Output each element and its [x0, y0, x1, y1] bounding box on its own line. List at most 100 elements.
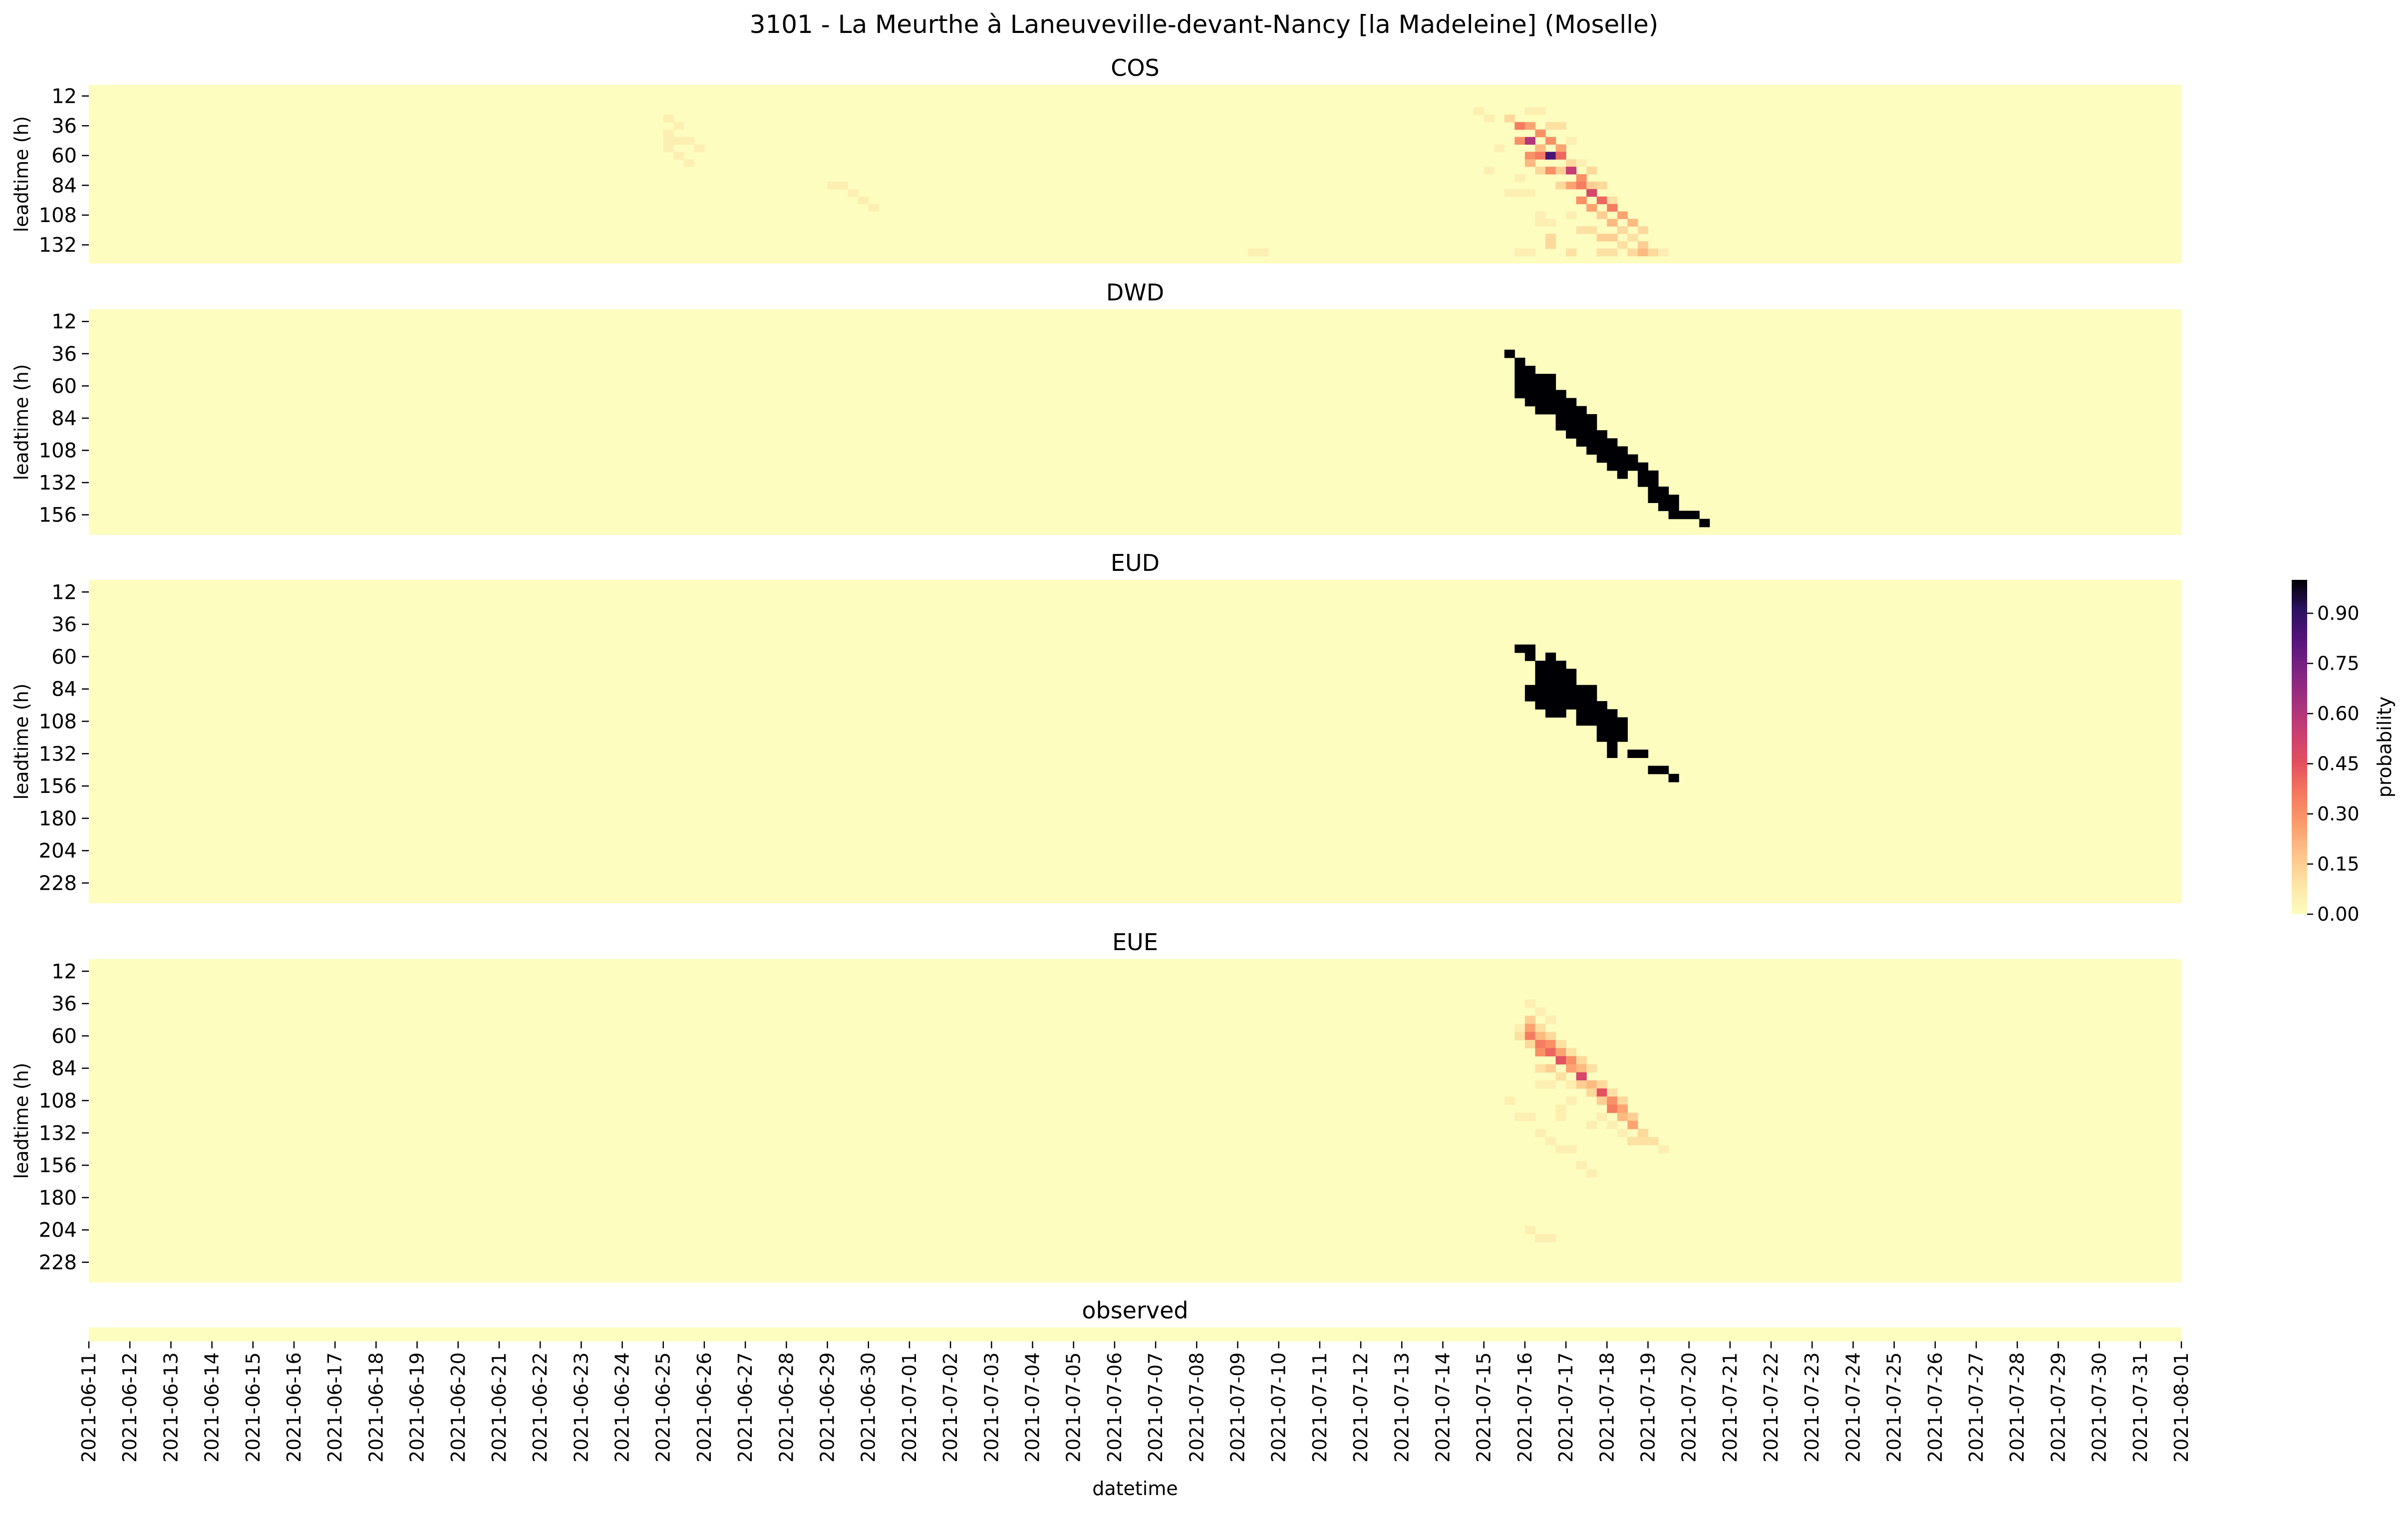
heatmap-cell: [1524, 1015, 1536, 1024]
heatmap-cell: [1514, 174, 1525, 182]
heatmap-cell: [1617, 1112, 1628, 1121]
heatmap-cell: [1555, 1056, 1566, 1065]
heatmap-cell: [1494, 144, 1505, 152]
x-tick-label: 2021-06-24: [611, 1352, 633, 1463]
heatmap-cell: [1607, 1088, 1618, 1097]
heatmap-cell: [1566, 137, 1577, 145]
heatmap-cell: [1535, 1129, 1546, 1137]
y-tick-label: 60: [51, 646, 77, 669]
colorbar-gradient: [2292, 580, 2307, 914]
x-tick-label: 2021-08-01: [2170, 1352, 2192, 1463]
heatmap-cell: [1555, 1048, 1566, 1056]
heatmap-cell: [1617, 241, 1628, 249]
x-tick-label: 2021-07-31: [2129, 1352, 2151, 1463]
heatmap-cell: [1576, 1072, 1587, 1081]
heatmap-cell: [1607, 204, 1618, 212]
heatmap-cell: [1535, 167, 1546, 175]
heatmap-cell: [1637, 750, 1649, 758]
x-tick-label: 2021-06-17: [324, 1352, 346, 1463]
heatmap-cell: [1248, 249, 1259, 256]
heatmap-cell: [1504, 114, 1515, 123]
colorbar-tick-label: 0.90: [2317, 602, 2360, 624]
x-tick-label: 2021-06-21: [488, 1352, 510, 1463]
heatmap-cell: [1555, 181, 1566, 190]
heatmap-cell: [1555, 1104, 1566, 1113]
heatmap-cell: [1566, 1096, 1577, 1105]
heatmap-cell: [1607, 1121, 1618, 1129]
heatmap-background: [89, 309, 2181, 535]
heatmap-cells: [1504, 1000, 1669, 1243]
y-tick-label: 132: [39, 743, 77, 765]
heatmap-cell: [1545, 1064, 1556, 1073]
heatmap-cell: [1596, 211, 1607, 220]
heatmap-cell: [1545, 1048, 1556, 1056]
heatmap-cell: [1586, 1080, 1597, 1089]
x-tick-label: 2021-06-27: [734, 1352, 756, 1463]
heatmap-cell: [1576, 1064, 1587, 1073]
x-tick-label: 2021-07-21: [1719, 1352, 1741, 1463]
heatmap-cell: [673, 137, 684, 145]
heatmap-cell: [1514, 1031, 1525, 1040]
panel-observed: observed: [89, 1297, 2181, 1341]
x-tick-label: 2021-07-23: [1801, 1352, 1823, 1463]
heatmap-cell: [1524, 159, 1536, 167]
heatmap-cell: [1576, 226, 1587, 234]
heatmap-cell: [1555, 122, 1566, 130]
heatmap-cell: [1555, 1112, 1566, 1121]
x-tick-label: 2021-06-25: [652, 1352, 674, 1463]
y-tick-label: 36: [51, 115, 77, 138]
y-tick-label: 180: [39, 1187, 77, 1210]
x-tick-label: 2021-07-26: [1924, 1352, 1946, 1463]
x-tick-label: 2021-06-29: [817, 1352, 839, 1463]
colorbar-tick-label: 0.60: [2317, 703, 2360, 725]
heatmap-cell: [1658, 487, 1669, 511]
x-tick-label: 2021-07-19: [1637, 1352, 1659, 1463]
heatmap-cell: [1576, 1161, 1587, 1170]
panel-cos: COS 12 36 60 84 108 132 leadtime (h): [10, 54, 2181, 263]
heatmap-cell: [1627, 219, 1638, 227]
heatmap-cell: [1586, 414, 1597, 455]
y-tick-label: 132: [39, 1122, 77, 1145]
heatmap-cell: [1504, 1096, 1515, 1105]
heatmap-cell: [1637, 462, 1649, 487]
heatmap-cell: [1586, 1088, 1597, 1097]
heatmap-cell: [858, 196, 869, 205]
heatmap-cell: [1524, 685, 1536, 702]
heatmap-cell: [1545, 1015, 1556, 1024]
heatmap-cell: [1514, 189, 1525, 197]
heatmap-cell: [1545, 219, 1556, 227]
heatmap-cell: [1474, 107, 1485, 115]
heatmap-cell: [1504, 189, 1515, 197]
y-tick-label: 156: [39, 504, 77, 527]
x-tick-label: 2021-07-12: [1350, 1352, 1372, 1463]
heatmap-cell: [1566, 1048, 1577, 1056]
heatmap-cell: [1586, 189, 1597, 197]
y-tick-label: 156: [39, 775, 77, 798]
panel-title: DWD: [1106, 279, 1164, 306]
figure-title: 3101 - La Meurthe à Laneuveville-devant-…: [750, 10, 1659, 39]
heatmap-cell: [1596, 1088, 1607, 1097]
heatmap-cell: [1566, 1145, 1577, 1154]
y-axis-label: leadtime (h): [10, 1062, 32, 1179]
heatmap-cell: [1514, 1023, 1525, 1032]
y-tick-label: 132: [39, 472, 77, 495]
heatmap-cell: [1566, 181, 1577, 190]
x-tick-label: 2021-07-07: [1145, 1352, 1167, 1463]
x-tick-label: 2021-07-01: [899, 1352, 920, 1463]
y-tick-label: 204: [39, 840, 77, 863]
heatmap-cell: [663, 144, 674, 152]
heatmap-cell: [1524, 1226, 1536, 1235]
y-tick-label: 60: [51, 145, 77, 168]
heatmap-cell: [1596, 430, 1607, 463]
heatmap-background: [89, 580, 2181, 903]
heatmap-cell: [1555, 1145, 1566, 1154]
y-tick-label: 228: [39, 872, 77, 895]
heatmap-cell: [1596, 249, 1607, 256]
y-tick-label: 132: [39, 234, 77, 257]
y-tick-label: 12: [51, 85, 77, 108]
colorbar-tick-label: 0.15: [2317, 853, 2360, 875]
heatmap-cell: [1617, 717, 1628, 742]
heatmap-cell: [1607, 234, 1618, 242]
y-tick-label: 204: [39, 1219, 77, 1242]
heatmap-cell: [1535, 1023, 1546, 1032]
